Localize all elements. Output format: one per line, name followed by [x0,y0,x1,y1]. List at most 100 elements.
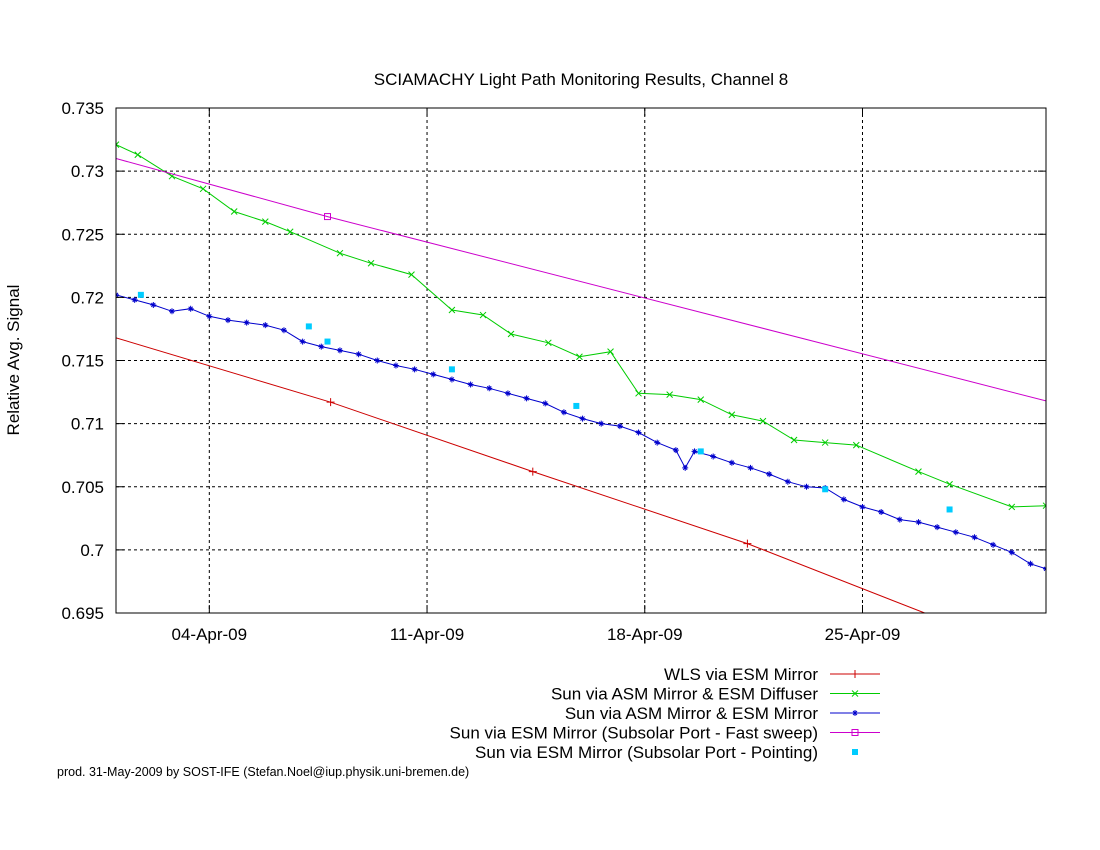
legend-label: Sun via ESM Mirror (Subsolar Port - Fast… [450,724,818,743]
y-axis-label: Relative Avg. Signal [4,285,23,436]
y-tick-label: 0.705 [61,478,104,497]
data-point [355,351,362,358]
data-point [952,529,959,536]
data-point [607,348,614,356]
y-tick-label: 0.725 [61,225,104,244]
legend-marker [851,670,859,678]
data-point [598,420,605,427]
series-line [116,158,1046,402]
data-point [507,330,515,338]
series-4 [137,291,953,513]
legend-label: Sun via ASM Mirror & ESM Diffuser [551,685,818,704]
data-point [1027,560,1034,567]
data-point [448,376,455,383]
data-point [504,390,511,397]
y-tick-label: 0.715 [61,352,104,371]
data-point [448,306,456,314]
data-point [840,496,847,503]
data-point [544,339,552,347]
data-point [803,483,810,490]
y-tick-label: 0.695 [61,604,104,623]
series-2 [116,291,1046,572]
data-point [367,259,375,267]
data-point [224,317,231,324]
y-tick-label: 0.73 [71,162,104,181]
data-point [672,447,679,454]
data-point [324,213,332,221]
y-tick-label: 0.72 [71,288,104,307]
data-point [878,509,885,515]
data-point [635,389,642,397]
data-point [448,366,455,373]
series-layer [116,141,1046,613]
data-point [654,439,661,446]
data-point [187,305,194,312]
data-point [579,415,586,422]
data-point [262,322,269,329]
data-point [411,366,418,373]
data-point [305,323,312,330]
data-point [859,503,866,510]
data-point [934,524,941,531]
x-tick-label: 18-Apr-09 [607,625,683,644]
data-point [336,249,344,257]
data-point [728,411,736,419]
data-point [743,539,752,548]
data-point [822,486,829,493]
data-point [747,464,754,471]
x-tick-label: 11-Apr-09 [390,625,464,644]
data-point [408,271,415,279]
y-tick-label: 0.735 [61,99,104,118]
data-point [784,478,791,485]
y-tick-label: 0.7 [80,541,104,560]
data-point [635,429,642,436]
footer-credit: prod. 31-May-2009 by SOST-IFE (Stefan.No… [57,765,469,779]
data-point [946,506,953,513]
data-point [1042,502,1046,510]
series-line [116,294,1046,570]
data-point [261,218,269,225]
data-point [616,423,623,430]
data-point [821,439,829,446]
axis-ticks: 0.695 0.7 0.705 0.71 0.715 0.72 0.725 0.73 0.735… [61,99,1046,644]
data-point [971,534,978,541]
legend-marker [851,729,859,736]
data-point [243,319,250,326]
data-point [131,296,138,303]
data-point [486,385,493,392]
data-point [852,441,860,449]
data-point [573,402,580,409]
data-point [682,464,689,471]
data-point [286,228,294,236]
legend-label: Sun via ESM Mirror (Subsolar Port - Poin… [475,743,818,762]
data-point [710,453,717,460]
data-point [915,519,922,526]
data-point [528,467,537,476]
data-point [990,541,997,548]
data-point [697,448,704,455]
data-point [542,400,549,407]
legend-marker [851,690,859,697]
data-point [896,516,903,523]
data-point [137,291,144,298]
data-point [318,343,325,350]
data-point [206,313,213,320]
data-point [467,381,474,388]
series-3 [116,158,1046,402]
data-point [691,448,698,455]
data-point [430,371,437,378]
data-point [324,338,331,345]
series-line [116,337,925,613]
data-point [116,141,120,148]
data-point [666,391,673,398]
data-point [946,480,953,488]
data-point [230,208,238,215]
data-point [168,308,175,315]
series-1 [116,141,1046,511]
data-point [766,471,773,478]
data-point [374,357,381,364]
data-point [326,398,335,407]
data-point [915,468,922,475]
